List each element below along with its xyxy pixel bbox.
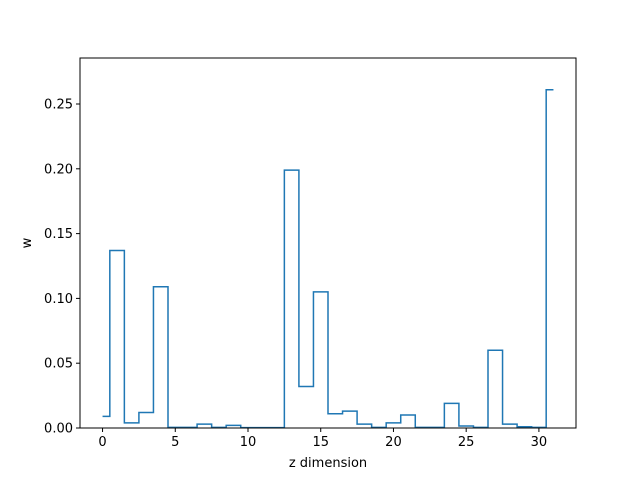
x-tick-label: 15 — [312, 435, 329, 450]
series-line-0 — [102, 89, 554, 429]
x-tick-label: 5 — [171, 435, 179, 450]
x-tick-label: 10 — [240, 435, 257, 450]
y-tick-label: 0.00 — [44, 422, 73, 437]
y-tick-label: 0.10 — [44, 292, 73, 307]
y-axis-label: w — [20, 237, 35, 248]
y-axis: 0.00 0.05 0.10 0.15 0.20 0.25 — [44, 98, 80, 437]
y-tick-label: 0.25 — [44, 98, 73, 113]
x-tick-label: 30 — [531, 435, 548, 450]
x-tick-label: 0 — [98, 435, 106, 450]
x-axis-label: z dimension — [289, 456, 367, 471]
plot-frame — [79, 57, 577, 429]
x-tick-label: 25 — [458, 435, 475, 450]
x-axis: 0 5 10 15 20 25 30 — [98, 428, 547, 450]
x-tick-label: 20 — [385, 435, 402, 450]
y-tick-label: 0.15 — [44, 227, 73, 242]
y-tick-label: 0.05 — [44, 357, 73, 372]
series-layer — [102, 89, 554, 429]
y-tick-label: 0.20 — [44, 162, 73, 177]
